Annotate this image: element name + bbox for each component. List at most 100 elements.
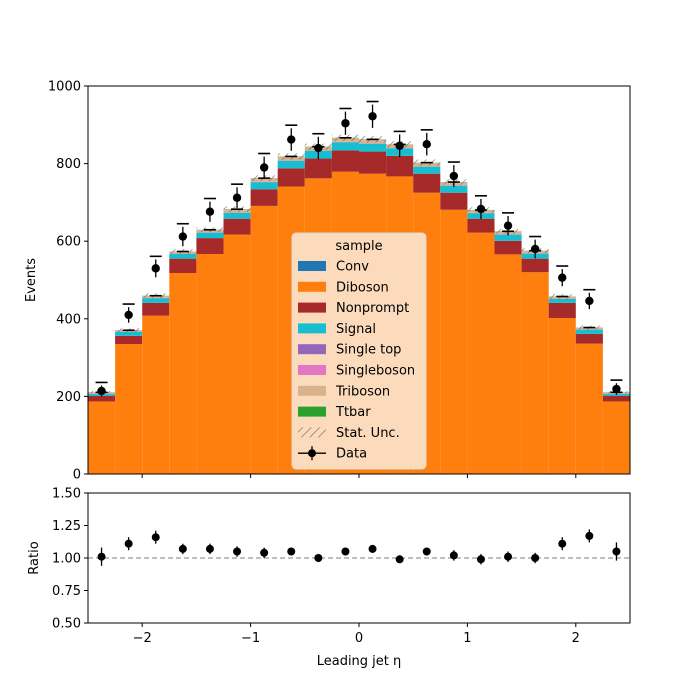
data-point-3: [178, 232, 188, 241]
main-y-axis-label: Events: [24, 258, 39, 302]
bar-signal-13: [440, 185, 468, 193]
bar-nonprompt-13: [440, 192, 468, 210]
data-point-0: [97, 386, 106, 396]
bar-signal-10: [359, 143, 387, 152]
main-ytick-label-3: 600: [56, 235, 81, 250]
bar-signal-12: [413, 166, 441, 174]
ratio-point-15: [504, 552, 513, 561]
legend-label-8: Stat. Unc.: [336, 426, 400, 441]
main-y-ticks: 0 200 400 600 800 1000: [48, 80, 88, 483]
data-point-18: [585, 296, 594, 306]
legend-label-4: Single top: [336, 343, 401, 358]
bar-signal-1: [115, 331, 143, 336]
ratio-xtick-label-3: 1: [463, 631, 471, 646]
bar-diboson-19: [602, 401, 630, 474]
bar-diboson-16: [521, 272, 549, 474]
bar-signal-15: [494, 234, 522, 241]
ratio-point-19: [612, 547, 621, 556]
data-points: [97, 104, 621, 397]
legend-swatch-0: [298, 261, 326, 271]
ratio-ytick-label-1: 0.75: [52, 584, 81, 599]
bar-signal-9: [331, 142, 359, 151]
ratio-point-1: [124, 539, 133, 548]
data-point-11: [395, 141, 404, 150]
bar-signal-6: [250, 182, 278, 190]
legend-label-1: Diboson: [336, 280, 389, 295]
bar-diboson-4: [196, 254, 224, 474]
ratio-point-9: [341, 547, 350, 556]
ratio-ytick-label-3: 1.25: [52, 519, 81, 534]
bar-diboson-5: [223, 234, 251, 474]
legend-label-6: Triboson: [335, 384, 390, 399]
ratio-point-10: [368, 544, 377, 553]
main-ytick-label-1: 200: [56, 390, 81, 405]
legend-swatch-marker-9: [308, 449, 316, 458]
bar-nonprompt-9: [331, 150, 359, 172]
bar-signal-5: [223, 212, 251, 219]
bar-nonprompt-7: [277, 168, 305, 187]
bar-nonprompt-16: [521, 258, 549, 273]
ratio-xtick-label-1: −1: [241, 631, 260, 646]
legend-swatch-5: [298, 365, 326, 375]
bar-nonprompt-3: [169, 258, 197, 274]
bar-signal-18: [575, 329, 603, 334]
legend: sample Conv Diboson Nonprompt Signal Single …: [291, 232, 427, 470]
ratio-x-axis-label: Leading jet η: [317, 654, 402, 669]
data-point-13: [449, 171, 459, 181]
data-point-10: [368, 112, 377, 121]
bar-nonprompt-2: [142, 302, 170, 316]
data-point-14: [476, 204, 486, 214]
ratio-point-8: [314, 554, 323, 562]
bar-nonprompt-10: [359, 151, 387, 174]
bar-nonprompt-8: [304, 158, 332, 179]
ratio-xtick-label-2: 0: [355, 631, 363, 646]
legend-swatch-4: [298, 344, 326, 355]
data-point-12: [422, 140, 431, 149]
bar-diboson-17: [548, 318, 576, 474]
legend-label-9: Data: [336, 447, 367, 462]
data-point-7: [287, 135, 296, 144]
legend-label-5: Singleboson: [336, 364, 415, 379]
legend-label-2: Nonprompt: [336, 301, 409, 316]
data-point-6: [259, 163, 269, 172]
bar-nonprompt-14: [467, 218, 495, 233]
bar-signal-3: [169, 254, 197, 259]
pred-markers: [95, 100, 623, 394]
ratio-point-2: [151, 533, 160, 542]
legend-label-7: Ttbar: [335, 405, 371, 420]
data-point-2: [151, 264, 160, 273]
bar-nonprompt-12: [413, 173, 441, 193]
ratio-point-13: [449, 551, 458, 560]
bar-diboson-6: [250, 205, 278, 474]
legend-swatch-2: [298, 302, 326, 313]
bar-nonprompt-19: [602, 396, 630, 402]
main-ytick-label-4: 800: [56, 157, 81, 172]
data-point-4: [205, 207, 215, 216]
data-point-15: [503, 221, 513, 230]
data-point-1: [124, 310, 133, 320]
bar-nonprompt-17: [548, 302, 576, 319]
bar-signal-7: [277, 160, 305, 169]
main-x-ticks: [141, 474, 577, 478]
legend-swatch-3: [298, 323, 326, 334]
ratio-x-ticks: −2 −1 0 1 2: [133, 623, 580, 646]
ratio-point-18: [585, 531, 594, 540]
main-ytick-label-0: 0: [73, 468, 81, 483]
bar-nonprompt-0: [88, 396, 116, 402]
legend-label-0: Conv: [336, 260, 369, 275]
bar-nonprompt-15: [494, 240, 522, 255]
legend-title: sample: [335, 239, 382, 254]
bar-signal-19: [602, 394, 630, 397]
ratio-point-4: [205, 544, 214, 553]
bar-diboson-2: [142, 315, 170, 474]
bar-signal-17: [548, 299, 576, 303]
ratio-point-7: [287, 547, 296, 556]
bar-diboson-3: [169, 273, 197, 474]
ratio-point-5: [233, 547, 242, 556]
bar-diboson-0: [88, 401, 116, 474]
legend-swatch-1: [298, 281, 326, 292]
ratio-point-12: [422, 547, 431, 556]
ratio-xtick-label-0: −2: [133, 631, 152, 646]
bar-nonprompt-6: [250, 189, 278, 206]
